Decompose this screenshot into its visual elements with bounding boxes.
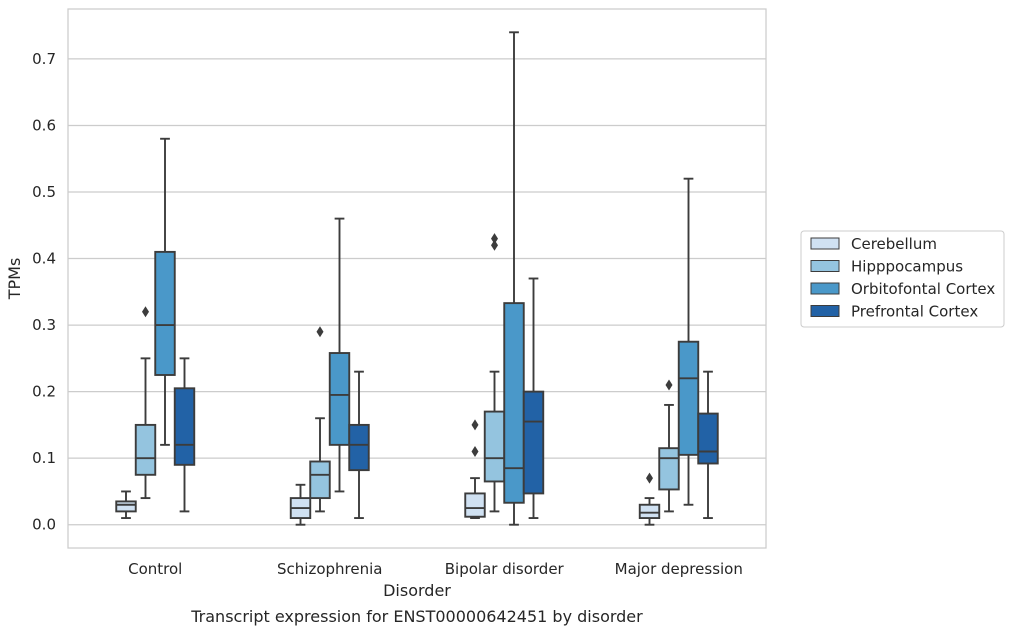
box-1-1 bbox=[309, 326, 331, 513]
box-2-2 bbox=[503, 31, 525, 526]
outlier-point bbox=[471, 419, 479, 431]
boxes bbox=[115, 31, 719, 526]
y-tick-label: 0.5 bbox=[32, 183, 56, 201]
iqr-box bbox=[328, 352, 351, 446]
x-tick-label: Control bbox=[128, 560, 182, 578]
outlier-point bbox=[316, 326, 324, 338]
y-axis-label: TPMs bbox=[5, 258, 24, 301]
iqr-box bbox=[658, 447, 680, 491]
outlier-point bbox=[665, 379, 673, 391]
iqr-box bbox=[309, 460, 331, 500]
box-0-2 bbox=[154, 137, 176, 446]
iqr-box bbox=[638, 503, 661, 520]
box-0-0 bbox=[115, 490, 137, 520]
legend-swatch bbox=[810, 260, 840, 272]
y-tick-labels: 0.0 0.1 0.2 0.3 0.4 0.5 0.6 0.7 bbox=[32, 50, 56, 534]
iqr-box bbox=[115, 500, 137, 513]
x-tick-labels: Control Schizophrenia Bipolar disorder Majo… bbox=[128, 560, 743, 578]
x-axis-label: Disorder bbox=[383, 581, 451, 600]
box-2-0 bbox=[464, 419, 486, 520]
box-0-1 bbox=[134, 306, 157, 500]
iqr-box bbox=[348, 423, 370, 472]
iqr-box bbox=[503, 302, 525, 504]
box-2-3 bbox=[522, 277, 545, 520]
x-tick-label: Bipolar disorder bbox=[445, 560, 565, 578]
legend-swatch bbox=[810, 237, 840, 250]
outlier-point bbox=[491, 233, 498, 245]
outlier-point bbox=[471, 446, 479, 458]
legend-label: Cerebellum bbox=[851, 235, 937, 253]
y-tick-label: 0.3 bbox=[32, 316, 56, 334]
legend-box bbox=[800, 230, 1005, 328]
box-1-2 bbox=[328, 217, 351, 493]
iqr-box bbox=[464, 492, 486, 518]
outlier-point bbox=[646, 472, 653, 484]
y-tick-label: 0.4 bbox=[32, 250, 56, 268]
y-tick-label: 0.1 bbox=[32, 449, 56, 467]
legend-swatch bbox=[810, 305, 840, 317]
y-tick-label: 0.2 bbox=[32, 383, 56, 401]
iqr-box bbox=[154, 250, 176, 376]
box-3-2 bbox=[677, 177, 700, 506]
legend-label: Prefrontal Cortex bbox=[851, 303, 978, 321]
iqr-box bbox=[697, 412, 719, 465]
outlier-point bbox=[142, 306, 149, 318]
plot-frame bbox=[67, 8, 767, 549]
iqr-box bbox=[483, 410, 506, 483]
box-2-1 bbox=[483, 233, 506, 513]
box-1-3 bbox=[348, 370, 370, 520]
y-tick-label: 0.6 bbox=[32, 116, 56, 134]
x-tick-label: Schizophrenia bbox=[277, 560, 382, 578]
box-3-3 bbox=[697, 370, 719, 520]
legend: Cerebellum Hipppocampus Orbitofontal Corte… bbox=[800, 230, 1005, 328]
iqr-box bbox=[522, 390, 545, 495]
legend-label: Orbitofontal Cortex bbox=[851, 280, 995, 298]
box-1-0 bbox=[289, 483, 312, 526]
legend-swatch bbox=[810, 282, 840, 295]
box-3-0 bbox=[638, 472, 661, 526]
outlier-point bbox=[491, 239, 498, 251]
chart-caption: Transcript expression for ENST0000064245… bbox=[190, 607, 643, 626]
iqr-box bbox=[173, 387, 196, 466]
y-tick-label: 0.0 bbox=[32, 516, 56, 534]
box-3-1 bbox=[658, 379, 680, 513]
y-tick-label: 0.7 bbox=[32, 50, 56, 68]
box-0-3 bbox=[173, 357, 196, 513]
legend-label: Hipppocampus bbox=[851, 258, 963, 276]
iqr-box bbox=[134, 423, 157, 476]
x-tick-label: Major depression bbox=[615, 560, 743, 578]
iqr-box bbox=[677, 340, 700, 456]
